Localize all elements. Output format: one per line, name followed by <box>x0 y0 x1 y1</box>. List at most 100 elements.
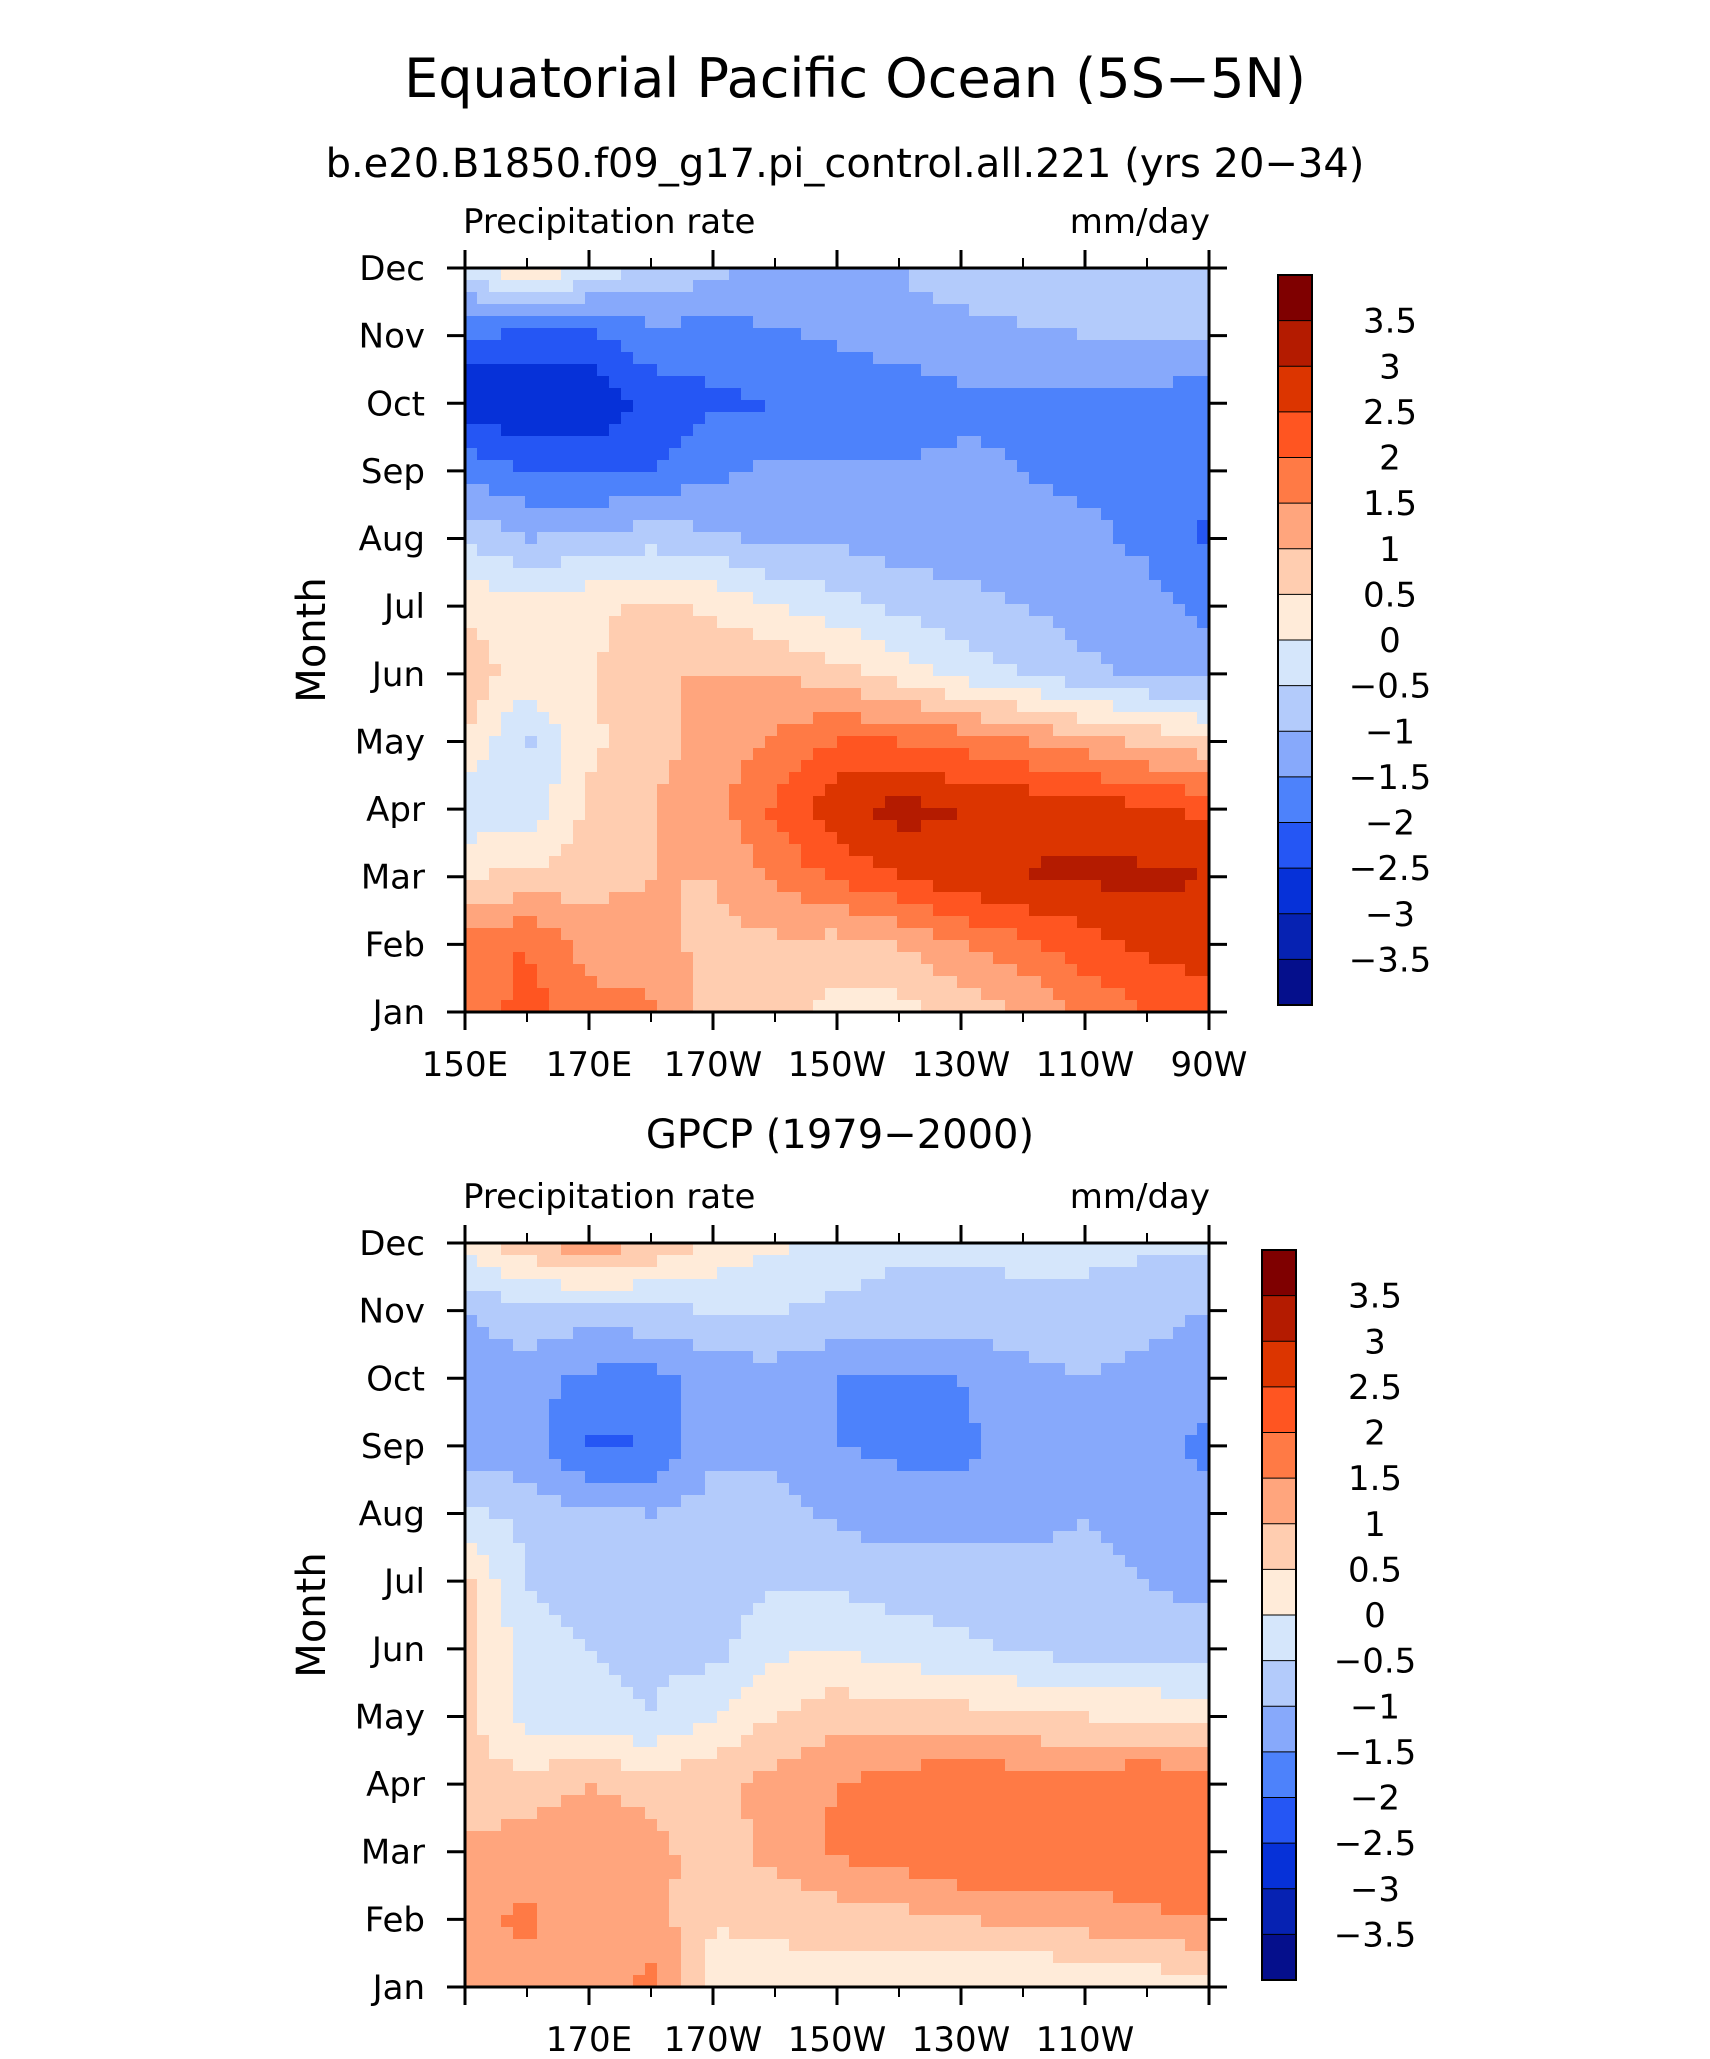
contour-cell <box>969 1363 982 1376</box>
contour-cell <box>969 340 982 353</box>
contour-cell <box>669 1000 682 1013</box>
contour-cell <box>693 772 706 785</box>
contour-cell <box>741 424 754 437</box>
contour-cell <box>1005 700 1018 713</box>
contour-cell <box>585 424 598 437</box>
contour-cell <box>537 364 550 377</box>
contour-cell <box>705 460 718 473</box>
panel-model-ticks: JanFebMarAprMayJunJulAugSepOctNovDec150E… <box>355 249 1248 1085</box>
contour-cell <box>669 544 682 557</box>
contour-cell <box>753 616 766 629</box>
contour-cell <box>525 964 538 977</box>
contour-cell <box>693 292 706 305</box>
contour-cell <box>657 1255 670 1268</box>
contour-cell <box>621 604 634 617</box>
contour-cell <box>645 460 658 473</box>
contour-cell <box>633 412 646 425</box>
contour-cell <box>669 1255 682 1268</box>
contour-cell <box>909 748 922 761</box>
contour-cell <box>489 952 502 965</box>
contour-cell <box>1161 1399 1174 1412</box>
contour-cell <box>945 868 958 881</box>
contour-cell <box>597 628 610 641</box>
contour-cell <box>609 1387 622 1400</box>
contour-cell <box>597 520 610 533</box>
contour-cell <box>813 1399 826 1412</box>
contour-cell <box>513 268 526 281</box>
contour-cell <box>573 328 586 341</box>
contour-cell <box>837 940 850 953</box>
contour-cell <box>1029 700 1042 713</box>
contour-cell <box>621 304 634 317</box>
contour-cell <box>1029 1255 1042 1268</box>
contour-cell <box>1197 544 1210 557</box>
contour-cell <box>1149 1243 1162 1256</box>
contour-cell <box>1197 664 1210 677</box>
contour-cell <box>849 448 862 461</box>
contour-cell <box>753 904 766 917</box>
contour-cell <box>861 916 874 929</box>
contour-cell <box>825 676 838 689</box>
contour-cell <box>861 880 874 893</box>
contour-cell <box>813 892 826 905</box>
contour-cell <box>933 712 946 725</box>
contour-cell <box>657 880 670 893</box>
contour-cell <box>501 388 514 401</box>
contour-cell <box>1149 844 1162 857</box>
contour-cell <box>921 1267 934 1280</box>
contour-cell <box>1029 904 1042 917</box>
contour-cell <box>501 724 514 737</box>
contour-cell <box>1077 1411 1090 1424</box>
contour-cell <box>825 604 838 617</box>
contour-cell <box>1005 1327 1018 1340</box>
contour-cell <box>645 640 658 653</box>
contour-cell <box>645 1351 658 1364</box>
contour-cell <box>621 580 634 593</box>
contour-cell <box>921 388 934 401</box>
contour-cell <box>849 580 862 593</box>
contour-cell <box>801 820 814 833</box>
contour-cell <box>993 364 1006 377</box>
contour-cell <box>873 1267 886 1280</box>
contour-cell <box>1149 424 1162 437</box>
contour-cell <box>825 736 838 749</box>
contour-cell <box>765 568 778 581</box>
contour-cell <box>681 1315 694 1328</box>
contour-cell <box>837 676 850 689</box>
contour-cell <box>669 640 682 653</box>
contour-cell <box>537 1279 550 1292</box>
contour-cell <box>1101 604 1114 617</box>
contour-cell <box>1041 832 1054 845</box>
contour-cell <box>657 388 670 401</box>
contour-cell <box>1041 748 1054 761</box>
contour-cell <box>933 472 946 485</box>
contour-cell <box>849 712 862 725</box>
contour-cell <box>657 1315 670 1328</box>
contour-cell <box>1065 304 1078 317</box>
contour-cell <box>1149 496 1162 509</box>
contour-cell <box>1161 796 1174 809</box>
contour-cell <box>1017 700 1030 713</box>
contour-cell <box>1053 292 1066 305</box>
contour-cell <box>561 412 574 425</box>
contour-cell <box>561 1387 574 1400</box>
contour-cell <box>489 424 502 437</box>
contour-cell <box>681 676 694 689</box>
contour-cell <box>969 940 982 953</box>
contour-cell <box>693 424 706 437</box>
contour-cell <box>597 952 610 965</box>
contour-cell <box>849 472 862 485</box>
contour-cell <box>921 736 934 749</box>
contour-cell <box>1197 1411 1210 1424</box>
contour-cell <box>825 760 838 773</box>
contour-cell <box>1041 544 1054 557</box>
contour-cell <box>765 1243 778 1256</box>
contour-cell <box>1077 412 1090 425</box>
contour-cell <box>489 1387 502 1400</box>
contour-cell <box>933 1423 946 1436</box>
contour-cell <box>1005 736 1018 749</box>
contour-cell <box>969 412 982 425</box>
contour-cell <box>1125 1267 1138 1280</box>
contour-cell <box>933 940 946 953</box>
contour-cell <box>993 484 1006 497</box>
